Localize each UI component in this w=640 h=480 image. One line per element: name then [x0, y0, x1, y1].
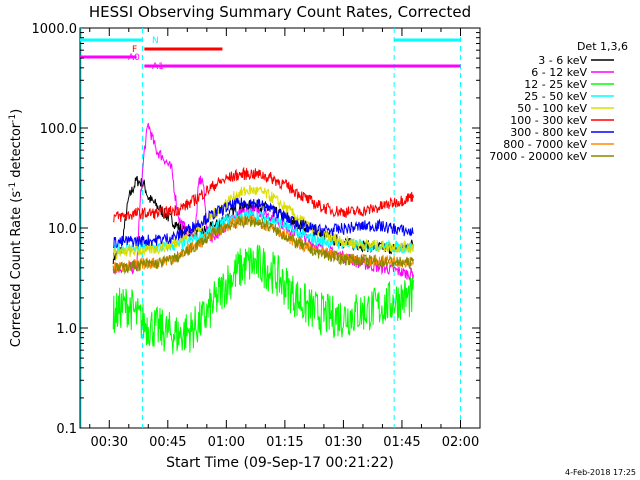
y-tick-label-1: 1.0: [56, 322, 77, 337]
legend-label-6: 300 - 800 keV: [510, 126, 587, 139]
plot-area: N FA0 A1: [79, 27, 481, 429]
status-label-A0: A0: [128, 53, 140, 63]
legend-label-2: 12 - 25 keV: [524, 78, 587, 91]
x-tick-label-2: 01:00: [208, 435, 245, 450]
x-tick-label-0: 00:30: [91, 435, 128, 450]
x-tick-label-6: 02:00: [442, 435, 479, 450]
x-tick-label-3: 01:15: [266, 435, 303, 450]
legend-label-0: 3 - 6 keV: [538, 54, 587, 67]
status-label-A1: A1: [152, 62, 164, 72]
legend-label-3: 25 - 50 keV: [524, 90, 587, 103]
legend-label-7: 800 - 7000 keV: [503, 138, 587, 151]
x-tick-label-1: 00:45: [149, 435, 186, 450]
series-line-6: [113, 197, 414, 248]
chart-title: HESSI Observing Summary Count Rates, Cor…: [89, 3, 471, 21]
legend-label-8: 7000 - 20000 keV: [489, 150, 587, 163]
status-label-N: N: [152, 36, 159, 46]
y-axis-label-sup2: -1: [8, 114, 18, 123]
footer-date: 4-Feb-2018 17:25: [565, 468, 636, 477]
y-tick-label-2: 10.0: [48, 222, 77, 237]
status-label-F: F: [132, 45, 137, 55]
y-axis-label-end: ): [9, 109, 24, 114]
series-line-2: [112, 244, 414, 355]
y-axis-label: Corrected Count Rate (s-1 detector-1): [8, 109, 24, 347]
series-line-8: [112, 214, 414, 275]
y-axis-label-mid: detector: [9, 122, 24, 182]
y-axis-label-sup1: -1: [8, 182, 18, 191]
y-tick-label-3: 100.0: [40, 122, 77, 137]
legend-title: Det 1,3,6: [577, 40, 628, 53]
x-tick-label-4: 01:30: [325, 435, 362, 450]
y-axis-label-main: Corrected Count Rate (s: [9, 191, 24, 348]
series-line-4: [112, 184, 414, 260]
x-tick-label-5: 01:45: [383, 435, 420, 450]
y-tick-label-0: 0.1: [56, 422, 77, 437]
legend-label-5: 100 - 300 keV: [510, 114, 587, 127]
series-line-5: [112, 166, 414, 223]
y-tick-label-4: 1000.0: [32, 22, 78, 37]
legend-label-1: 6 - 12 keV: [531, 66, 587, 79]
legend-label-4: 50 - 100 keV: [517, 102, 587, 115]
x-axis-label: Start Time (09-Sep-17 00:21:22): [166, 455, 394, 471]
